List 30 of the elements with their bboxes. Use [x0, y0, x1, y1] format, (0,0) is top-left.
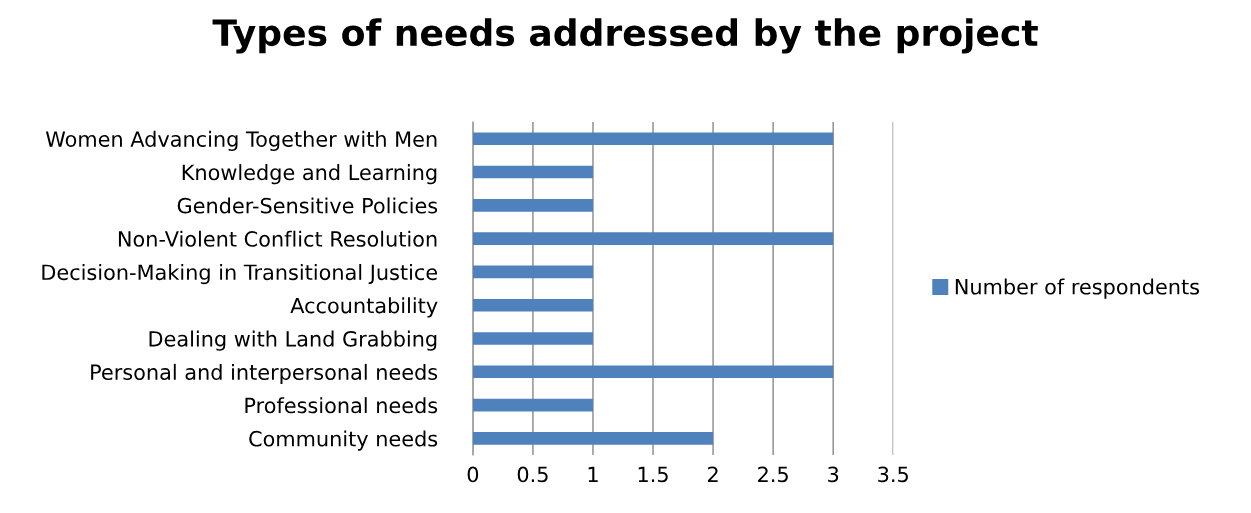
- chart-title: Types of needs addressed by the project: [212, 18, 1038, 54]
- bar: [472, 199, 593, 212]
- y-tick-label: Professional needs: [245, 397, 438, 414]
- x-tick-label: 3: [828, 466, 839, 483]
- bar: [472, 232, 834, 245]
- x-tick-label: 1.5: [638, 466, 668, 483]
- bar: [472, 132, 834, 146]
- y-tick-label: Gender-Sensitive Policies: [177, 197, 438, 214]
- y-tick-label: Personal and interpersonal needs: [91, 363, 438, 385]
- y-tick-label: Women Advancing Together with Men: [45, 130, 437, 151]
- x-tick-label: 3.5: [878, 466, 908, 483]
- x-tick-label: 2: [707, 466, 718, 482]
- x-tick-label: 1: [588, 466, 598, 482]
- x-tick-label: 0.5: [517, 466, 548, 483]
- y-tick-label: Decision-Making in Transitional Justice: [42, 264, 438, 285]
- bar: [472, 432, 714, 445]
- y-tick-label: Dealing with Land Grabbing: [149, 330, 437, 351]
- bar: [472, 265, 593, 279]
- bar: [472, 165, 593, 179]
- bar: [472, 298, 593, 312]
- x-tick-label: 0: [467, 466, 479, 483]
- x-tick-label: 2.5: [758, 466, 788, 483]
- y-tick-label: Accountability: [290, 297, 438, 318]
- bar: [472, 398, 593, 412]
- bar: [472, 332, 593, 345]
- y-tick-label: Community needs: [249, 430, 438, 451]
- y-tick-label: Non-Violent Conflict Resolution: [118, 230, 437, 247]
- bar: [472, 365, 834, 379]
- legend-label: Number of respondents: [955, 278, 1200, 299]
- y-tick-label: Knowledge and Learning: [182, 164, 437, 185]
